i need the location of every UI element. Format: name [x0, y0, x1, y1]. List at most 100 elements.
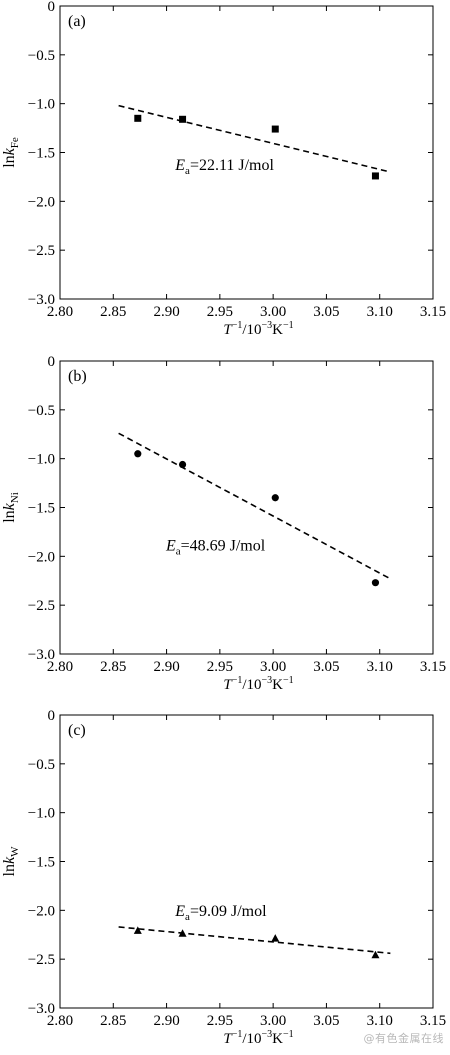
data-point — [178, 929, 187, 937]
x-axis-label: T−1/10−3K−1 — [223, 1029, 293, 1047]
data-point — [271, 125, 279, 133]
y-tick-label: −2.0 — [28, 903, 55, 919]
plot-frame — [59, 714, 434, 1009]
x-axis-label-var: T — [223, 677, 233, 693]
x-tick-label: 3.00 — [260, 659, 286, 675]
y-tick-label: −3.0 — [28, 1001, 55, 1017]
plot-frame — [59, 5, 434, 300]
data-point — [134, 450, 142, 458]
x-axis-label-sup: −3 — [262, 1029, 273, 1040]
x-axis-label-sup: −1 — [283, 320, 294, 331]
annotation-var: E — [174, 157, 185, 174]
y-axis-label-sub: Ni — [9, 492, 21, 503]
y-tick-label: −2.5 — [28, 952, 55, 968]
x-axis-label-unit: K — [272, 1031, 283, 1047]
x-tick-label: 2.95 — [207, 659, 233, 675]
y-axis-label-sub: W — [9, 846, 21, 857]
x-tick-label: 3.15 — [420, 304, 446, 320]
activation-energy-annotation: Ea=48.69 J/mol — [165, 537, 266, 557]
x-tick-label: 2.80 — [47, 304, 73, 320]
x-tick-label: 2.80 — [47, 1013, 73, 1029]
x-axis-label-sup: −3 — [262, 675, 273, 686]
x-axis-label: T−1/10−3K−1 — [223, 320, 293, 338]
x-tick-label: 3.05 — [313, 1013, 339, 1029]
x-axis-label-sup: −1 — [283, 675, 294, 686]
annotation-sub: a — [176, 545, 181, 557]
fit-line — [118, 926, 391, 955]
annotation-value: =22.11 J/mol — [190, 157, 275, 174]
data-point — [371, 579, 380, 587]
y-tick-label: −2.0 — [28, 549, 55, 565]
x-tick-label: 3.00 — [260, 1013, 286, 1029]
x-axis-label-mid: /10 — [242, 677, 261, 693]
data-point — [179, 115, 187, 123]
plot-frame — [59, 360, 434, 655]
y-axis-label-var: k — [1, 856, 18, 864]
annotation-sub: a — [185, 165, 190, 177]
x-tick-label: 3.05 — [313, 659, 339, 675]
y-tick-label: −2.5 — [28, 598, 55, 614]
panel-label: (c) — [68, 722, 86, 739]
watermark: @有色金属在线 — [363, 1032, 444, 1045]
x-tick-label: 3.15 — [420, 1013, 446, 1029]
y-tick-label: −2.5 — [28, 243, 55, 259]
data-point — [371, 172, 379, 180]
y-tick-label: −0.5 — [28, 48, 55, 64]
y-tick-label: −0.5 — [28, 403, 55, 419]
chart-panel-3: 2.80 2.85 2.90 2.95 3.00 3.05 3.10 3.15 0 −0.5 −1.… — [1, 708, 446, 1047]
fit-line — [118, 104, 391, 173]
x-axis-label-unit: K — [272, 322, 283, 338]
y-tick-label: 0 — [48, 708, 56, 724]
x-tick-label: 3.05 — [313, 304, 339, 320]
y-tick-label: −0.5 — [28, 757, 55, 773]
y-tick-label: 0 — [48, 0, 56, 15]
x-tick-label: 2.85 — [100, 659, 126, 675]
y-axis-label-var: k — [1, 147, 18, 155]
y-tick-label: −1.5 — [28, 146, 55, 162]
x-tick-label: 2.90 — [153, 659, 179, 675]
y-tick-label: −3.0 — [28, 292, 55, 308]
x-axis-label-var: T — [223, 1031, 233, 1047]
x-axis-label-sup: −1 — [232, 1029, 243, 1040]
x-axis-label-mid: /10 — [242, 322, 261, 338]
data-point — [178, 460, 187, 469]
x-tick-label: 3.10 — [367, 659, 393, 675]
data-point — [134, 114, 142, 122]
x-tick-label: 3.00 — [260, 304, 286, 320]
y-tick-label: −2.0 — [28, 194, 55, 210]
x-tick-label: 3.10 — [367, 1013, 393, 1029]
y-axis-label-ln: ln — [1, 864, 18, 876]
panel-label: (a) — [68, 13, 86, 30]
activation-energy-annotation: Ea=22.11 J/mol — [174, 157, 274, 177]
y-tick-label: −1.0 — [28, 806, 55, 822]
x-axis-label-sup: −1 — [232, 675, 243, 686]
y-axis-label: lnkFe — [1, 137, 21, 168]
y-tick-label: −1.5 — [28, 855, 55, 871]
y-axis-label-sub: Fe — [9, 137, 21, 148]
x-tick-label: 2.90 — [153, 304, 179, 320]
fit-line — [118, 432, 391, 580]
chart-panel-1: 2.80 2.85 2.90 2.95 3.00 3.05 3.10 3.15 0 −0.5 −1.… — [1, 0, 446, 338]
y-axis-label-ln: ln — [1, 155, 18, 167]
x-tick-label: 2.80 — [47, 659, 73, 675]
x-axis-label: T−1/10−3K−1 — [223, 675, 293, 693]
chart-panel-2: 2.80 2.85 2.90 2.95 3.00 3.05 3.10 3.15 0 −0.5 −1.… — [1, 354, 446, 693]
annotation-var: E — [174, 903, 185, 920]
y-axis-label: lnkW — [1, 846, 21, 877]
annotation-value: =48.69 J/mol — [181, 537, 266, 554]
x-axis-label-var: T — [223, 322, 233, 338]
x-tick-label: 2.90 — [153, 1013, 179, 1029]
data-point — [271, 494, 279, 502]
panel-label: (b) — [68, 368, 87, 385]
annotation-var: E — [165, 537, 176, 554]
x-tick-label: 2.95 — [207, 1013, 233, 1029]
y-tick-label: −1.0 — [28, 97, 55, 113]
y-axis-label-var: k — [1, 502, 18, 510]
y-tick-label: 0 — [48, 354, 56, 370]
x-tick-label: 2.85 — [100, 1013, 126, 1029]
y-tick-label: −1.5 — [28, 501, 55, 517]
x-axis-label-sup: −1 — [232, 320, 243, 331]
y-tick-label: −1.0 — [28, 452, 55, 468]
x-axis-label-unit: K — [272, 677, 283, 693]
